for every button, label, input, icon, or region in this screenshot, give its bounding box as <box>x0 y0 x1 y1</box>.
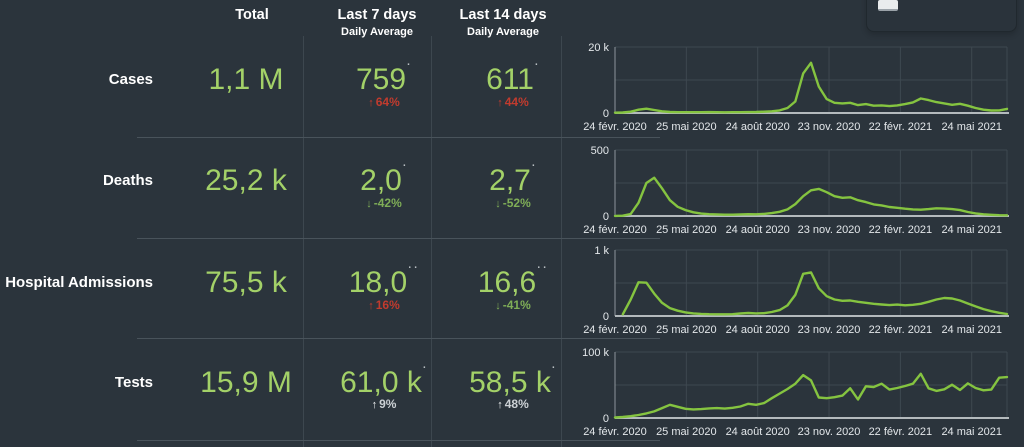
svg-text:24 mai 2021: 24 mai 2021 <box>941 324 1002 336</box>
down-arrow-icon: ↓ <box>495 300 501 312</box>
svg-text:24 août 2020: 24 août 2020 <box>726 324 790 336</box>
svg-text:25 mai 2020: 25 mai 2020 <box>656 324 717 336</box>
hospital-admissions-trend-chart: 1 k 0 24 févr. 2020 25 mai 2020 24 août 2020… <box>575 239 1024 343</box>
svg-text:24 mai 2021: 24 mai 2021 <box>941 121 1002 133</box>
svg-text:23 nov. 2020: 23 nov. 2020 <box>798 224 861 236</box>
svg-text:0: 0 <box>603 413 609 425</box>
svg-text:0: 0 <box>603 211 609 223</box>
up-arrow-icon: ↑ <box>497 97 503 109</box>
up-arrow-icon: ↑ <box>368 300 374 312</box>
header-last-7-days-label: Last 7 days <box>337 7 417 23</box>
row-separator <box>137 137 660 138</box>
column-separator <box>303 36 304 447</box>
up-arrow-icon: ↑ <box>368 97 374 109</box>
svg-text:25 mai 2020: 25 mai 2020 <box>656 121 717 133</box>
cases-14d-change: ↑ 44% <box>497 95 529 109</box>
footnote-marker: · <box>530 156 537 173</box>
up-arrow-icon: ↑ <box>371 399 378 411</box>
hospital-7d-change: ↑ 16% <box>368 298 400 312</box>
svg-text:24 févr. 2020: 24 févr. 2020 <box>583 224 647 236</box>
svg-text:25 mai 2020: 25 mai 2020 <box>656 426 717 438</box>
tests-14d-change: ↑ 48% <box>497 397 529 411</box>
header-last-14-days-sublabel: Daily Average <box>467 26 539 38</box>
svg-text:24 août 2020: 24 août 2020 <box>726 426 790 438</box>
down-arrow-icon: ↓ <box>366 198 372 210</box>
svg-text:23 nov. 2020: 23 nov. 2020 <box>798 426 861 438</box>
deaths-7d-value: 2,0· <box>360 156 408 197</box>
svg-text:24 févr. 2020: 24 févr. 2020 <box>583 324 647 336</box>
toolbar-panel[interactable] <box>866 0 1017 32</box>
cases-7d-change: ↑ 64% <box>368 95 400 109</box>
cases-total-value: 1,1 M <box>208 63 284 96</box>
cases-14d-value: 611· <box>486 55 540 96</box>
svg-text:22 févr. 2021: 22 févr. 2021 <box>869 121 933 133</box>
svg-text:22 févr. 2021: 22 févr. 2021 <box>869 426 933 438</box>
svg-text:24 août 2020: 24 août 2020 <box>726 224 790 236</box>
deaths-trend-chart: 500 0 24 févr. 2020 25 mai 2020 24 août 2020… <box>575 139 1024 243</box>
toolbar-button-icon <box>878 0 898 11</box>
header-last-7-days-sublabel: Daily Average <box>341 26 413 38</box>
deaths-7d-change: ↓ -42% <box>366 196 402 210</box>
svg-text:100 k: 100 k <box>582 347 609 359</box>
svg-text:24 févr. 2020: 24 févr. 2020 <box>583 426 647 438</box>
column-separator <box>431 36 432 447</box>
row-label-hospital-admissions: Hospital Admissions <box>5 274 153 291</box>
footnote-marker: ·· <box>536 258 549 275</box>
hospital-total-value: 75,5 k <box>205 266 287 299</box>
header-last-14-days: Last 14 days Daily Average <box>438 6 568 39</box>
svg-text:24 mai 2021: 24 mai 2021 <box>941 426 1002 438</box>
deaths-14d-value: 2,7· <box>489 156 537 197</box>
deaths-total-value: 25,2 k <box>205 164 287 197</box>
svg-text:22 févr. 2021: 22 févr. 2021 <box>869 224 933 236</box>
tests-total-value: 15,9 M <box>200 366 292 399</box>
svg-text:22 févr. 2021: 22 févr. 2021 <box>869 324 933 336</box>
tests-7d-change: ↑ 9% <box>371 397 397 411</box>
row-separator <box>137 338 660 339</box>
hospital-14d-value: 16,6·· <box>477 258 549 299</box>
tests-14d-value: 58,5 k· <box>469 358 557 399</box>
header-total: Total <box>181 6 323 24</box>
row-label-deaths: Deaths <box>102 172 153 189</box>
footnote-marker: · <box>406 55 413 72</box>
svg-text:20 k: 20 k <box>588 42 609 54</box>
footnote-marker: · <box>550 358 557 375</box>
row-separator <box>137 440 660 441</box>
svg-text:500: 500 <box>591 145 609 157</box>
header-total-label: Total <box>235 7 269 23</box>
svg-text:23 nov. 2020: 23 nov. 2020 <box>798 121 861 133</box>
row-separator <box>137 238 660 239</box>
hospital-7d-value: 18,0·· <box>348 258 420 299</box>
svg-text:24 mai 2021: 24 mai 2021 <box>941 224 1002 236</box>
footnote-marker: · <box>401 156 408 173</box>
deaths-14d-change: ↓ -52% <box>495 196 531 210</box>
down-arrow-icon: ↓ <box>495 198 501 210</box>
footnote-marker: · <box>533 55 540 72</box>
svg-text:25 mai 2020: 25 mai 2020 <box>656 224 717 236</box>
cases-trend-chart: 20 k 0 24 févr. 2020 25 mai 2020 24 août 202… <box>575 36 1024 140</box>
row-label-cases: Cases <box>108 71 153 88</box>
svg-text:1 k: 1 k <box>594 245 609 257</box>
tests-7d-value: 61,0 k· <box>340 358 428 399</box>
hospital-14d-change: ↓ -41% <box>495 298 531 312</box>
tests-trend-chart: 100 k 0 24 févr. 2020 25 mai 2020 24 août 20… <box>575 341 1024 445</box>
cases-7d-value: 759· <box>355 55 413 96</box>
column-separator <box>561 36 562 447</box>
footnote-marker: · <box>421 358 428 375</box>
svg-text:0: 0 <box>603 108 609 120</box>
header-last-7-days: Last 7 days Daily Average <box>312 6 442 39</box>
footnote-marker: ·· <box>407 258 420 275</box>
svg-text:0: 0 <box>603 311 609 323</box>
svg-text:23 nov. 2020: 23 nov. 2020 <box>798 324 861 336</box>
up-arrow-icon: ↑ <box>497 399 503 411</box>
header-last-14-days-label: Last 14 days <box>459 7 547 23</box>
svg-text:24 août 2020: 24 août 2020 <box>726 121 790 133</box>
row-label-tests: Tests <box>114 374 153 391</box>
svg-text:24 févr. 2020: 24 févr. 2020 <box>583 121 647 133</box>
